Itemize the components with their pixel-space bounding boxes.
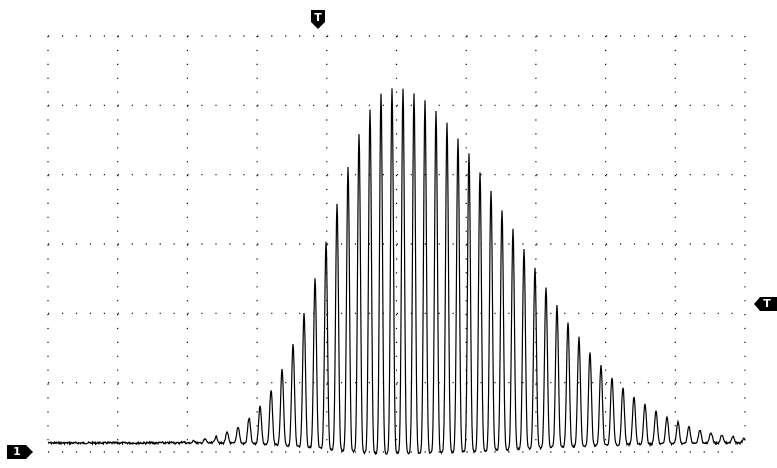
- marker-shape: [311, 10, 325, 29]
- trigger-level-marker: T: [754, 297, 777, 311]
- marker-shape: [7, 445, 33, 459]
- marker-label: 1: [13, 445, 21, 458]
- waveform-trace: [47, 88, 746, 456]
- trigger-time-marker: T: [311, 10, 325, 29]
- marker-shape: [754, 297, 777, 311]
- graticule: [47, 35, 746, 453]
- marker-label: T: [763, 297, 771, 310]
- marker-label: T: [314, 11, 322, 24]
- channel-marker: 1: [7, 445, 33, 459]
